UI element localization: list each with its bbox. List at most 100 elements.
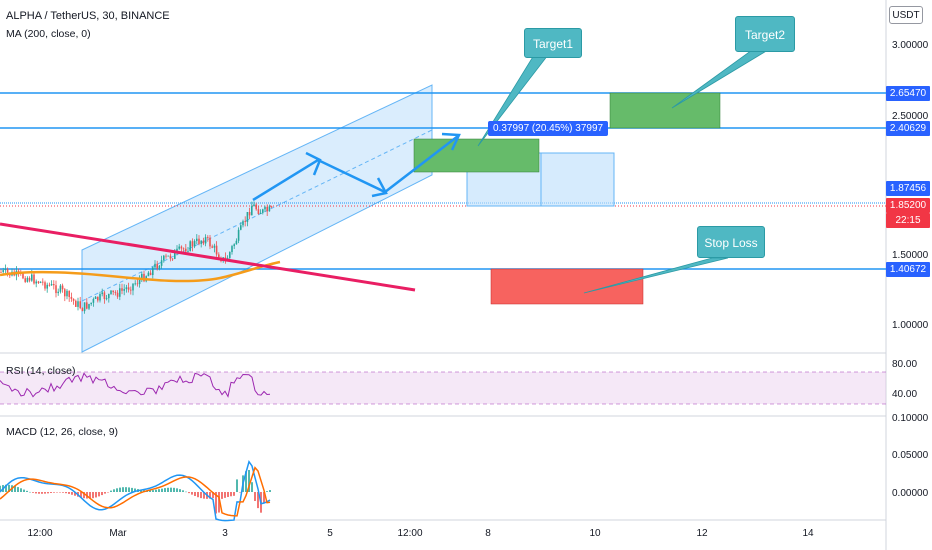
histogram-bar	[200, 492, 202, 499]
histogram-bar	[149, 490, 151, 492]
candle-body	[114, 292, 117, 293]
histogram-bar	[26, 490, 28, 492]
histogram-bar	[215, 492, 217, 514]
target2-box[interactable]	[609, 92, 721, 129]
candlestick-series	[0, 201, 273, 314]
candle-body	[200, 240, 202, 244]
candle-body	[53, 284, 55, 286]
histogram-bar	[176, 488, 178, 492]
time-tick: 12:00	[27, 528, 53, 539]
price-tick: 1.50000	[892, 250, 929, 261]
candle-body	[143, 273, 145, 282]
price-tag-level: 1.87456	[886, 181, 930, 196]
measure-label: 0.37997 (20.45%) 37997	[488, 121, 609, 136]
stop-loss-callout[interactable]: Stop Loss	[697, 226, 765, 258]
histogram-bar	[221, 492, 223, 499]
histogram-bar	[227, 492, 229, 497]
candle-body	[123, 289, 125, 291]
candle-body	[22, 273, 24, 279]
current-price-tag: 1.85200	[886, 198, 930, 213]
candle-body	[68, 290, 70, 297]
candle-body	[92, 298, 95, 303]
histogram-bar	[80, 492, 82, 498]
histogram-bar	[233, 492, 235, 496]
candle-body	[90, 302, 92, 305]
rsi-line	[0, 372, 271, 398]
histogram-bar	[62, 492, 64, 493]
histogram-bar	[74, 492, 76, 496]
candle-body	[83, 302, 86, 312]
candle-body	[147, 272, 150, 277]
candle-body	[66, 290, 68, 297]
symbol-title[interactable]: ALPHA / TetherUS, 30, BINANCE	[6, 10, 170, 22]
ascending-channel[interactable]	[81, 84, 433, 353]
projection-path[interactable]	[252, 135, 459, 202]
candle-body	[105, 298, 108, 300]
histogram-bar	[32, 492, 34, 493]
candle-body	[240, 225, 242, 230]
candle-body	[97, 296, 99, 301]
ma-indicator-label[interactable]: MA (200, close, 0)	[6, 28, 91, 40]
time-tick: 12:00	[397, 528, 423, 539]
price-tag-level: 1.40672	[886, 262, 930, 277]
histogram-bar	[194, 492, 196, 497]
candle-body	[262, 209, 264, 213]
target1-box[interactable]	[413, 138, 540, 173]
candle-body	[112, 290, 114, 293]
candle-body	[59, 285, 62, 292]
histogram-bar	[269, 490, 271, 492]
target2-callout[interactable]: Target2	[735, 16, 795, 52]
currency-button[interactable]: USDT	[889, 6, 923, 24]
histogram-bar	[0, 485, 1, 492]
candle-body	[17, 270, 20, 272]
histogram-bar	[230, 492, 232, 497]
histogram-bar	[203, 492, 205, 499]
histogram-bar	[164, 488, 166, 492]
descending-trendline[interactable]	[0, 222, 416, 292]
candle-body	[270, 206, 273, 208]
histogram-bar	[98, 492, 100, 497]
candle-body	[198, 238, 200, 244]
histogram-bar	[209, 492, 211, 499]
candle-body	[165, 255, 167, 257]
candle-body	[207, 237, 209, 238]
candle-body	[156, 263, 158, 269]
candle-body	[138, 279, 141, 285]
candle-body	[0, 272, 2, 273]
rsi-label[interactable]: RSI (14, close)	[6, 365, 76, 377]
macd-label[interactable]: MACD (12, 26, close, 9)	[6, 426, 119, 438]
histogram-bar	[5, 484, 7, 492]
histogram-bar	[104, 492, 106, 494]
rsi-band	[0, 372, 886, 404]
histogram-bar	[47, 492, 49, 494]
candle-body	[182, 248, 185, 250]
candle-body	[257, 209, 260, 214]
stop-loss-pointer	[583, 257, 729, 294]
candle-body	[237, 229, 240, 241]
candle-body	[149, 272, 152, 276]
candle-body	[81, 308, 84, 312]
histogram-bar	[155, 489, 157, 492]
candle-body	[229, 252, 231, 258]
histogram-bar	[17, 487, 19, 492]
histogram-bar	[182, 490, 184, 492]
histogram-bar	[8, 484, 10, 492]
rsi-tick: 40.00	[892, 389, 918, 400]
candle-body	[215, 245, 218, 255]
candle-body	[233, 244, 235, 247]
candle-body	[253, 204, 255, 207]
histogram-bar	[257, 492, 259, 509]
histogram-bar	[236, 479, 238, 492]
candle-body	[255, 204, 257, 210]
candle-body	[266, 206, 268, 212]
histogram-bar	[251, 482, 253, 492]
histogram-bar	[245, 471, 247, 492]
histogram-bar	[254, 492, 256, 501]
target1-callout[interactable]: Target1	[524, 28, 582, 58]
stop-loss-box[interactable]	[490, 268, 644, 305]
histogram-bar	[65, 492, 67, 494]
histogram-bar	[113, 489, 115, 492]
channel-midline[interactable]	[81, 129, 433, 302]
histogram-bar	[50, 492, 52, 493]
